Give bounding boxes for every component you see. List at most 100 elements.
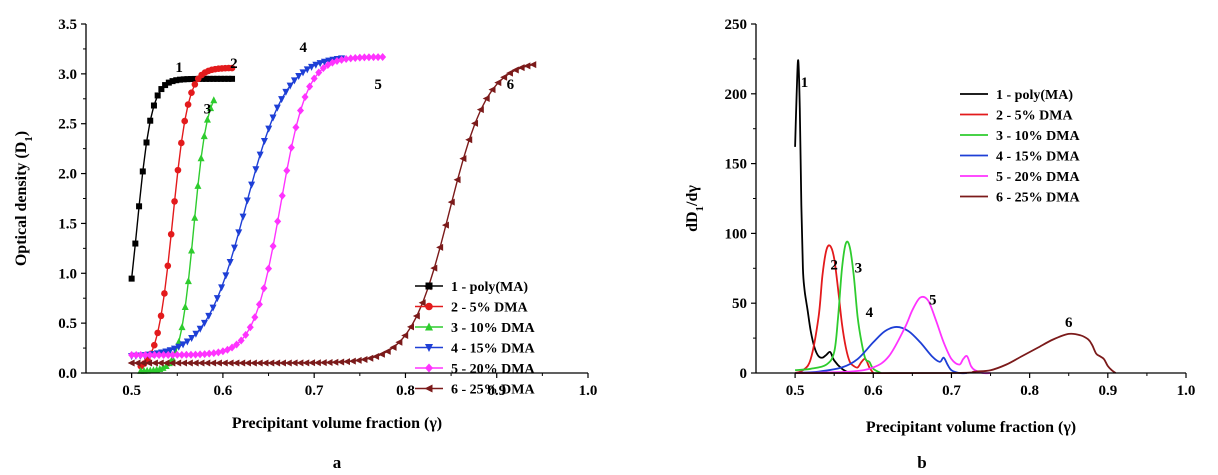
data-point: [273, 359, 281, 367]
y-tick-label: 200: [725, 87, 748, 103]
data-point: [395, 338, 403, 346]
data-point: [226, 259, 234, 267]
data-point: [162, 359, 170, 367]
y-tick-label: 3.5: [58, 17, 77, 33]
data-point: [192, 330, 200, 338]
data-point: [176, 76, 183, 83]
series-line: [131, 56, 383, 356]
x-tick-label: 0.5: [786, 383, 805, 399]
data-point: [407, 323, 415, 331]
data-point: [342, 358, 350, 366]
x-tick-label: 0.9: [1098, 383, 1117, 399]
data-point: [194, 181, 202, 189]
x-tick-label: 0.8: [396, 383, 415, 399]
data-point: [150, 341, 158, 349]
legend-label: 5 - 20% DMA: [996, 170, 1080, 185]
data-point: [133, 359, 141, 367]
panel-a-legend: 1 - poly(MA) 2 - 5% DMA 3 - 10% DMA 4 - 15%…: [415, 280, 535, 398]
data-point: [218, 284, 226, 292]
data-point: [232, 359, 240, 367]
legend-label: 2 - 5% DMA: [996, 109, 1073, 124]
data-point: [360, 355, 368, 363]
series-line: [131, 63, 534, 364]
data-point: [196, 325, 204, 333]
data-point: [159, 363, 167, 371]
data-point: [158, 86, 165, 93]
curve-label: 5: [374, 77, 382, 93]
data-point: [260, 284, 268, 293]
data-point: [235, 229, 243, 237]
series-3-line: [795, 240, 882, 374]
data-point: [178, 139, 185, 147]
data-point: [319, 359, 327, 367]
data-point: [316, 60, 324, 68]
legend-marker: [425, 322, 433, 331]
series-line: [140, 67, 233, 367]
curve-label: 6: [1065, 315, 1073, 331]
data-point: [213, 295, 221, 303]
legend-label: 6 - 25% DMA: [451, 383, 535, 398]
data-point: [206, 75, 213, 82]
data-point: [146, 351, 154, 360]
legend-entry: 4 - 15% DMA: [415, 342, 535, 357]
data-point: [156, 359, 164, 367]
data-point: [273, 104, 281, 112]
data-point: [167, 230, 175, 238]
curve-label: 6: [507, 77, 515, 93]
data-point: [220, 359, 228, 367]
series-5: [128, 53, 387, 360]
data-point: [162, 348, 170, 356]
data-point: [301, 92, 309, 101]
legend-label: 6 - 25% DMA: [996, 191, 1080, 206]
data-point: [290, 77, 298, 85]
data-point: [180, 76, 187, 83]
series-line: [140, 99, 215, 372]
data-point: [453, 176, 461, 184]
data-point: [292, 123, 300, 132]
data-point: [238, 359, 246, 367]
data-point: [308, 359, 316, 367]
data-point: [267, 359, 275, 367]
curve-label: 1: [801, 75, 809, 91]
data-point: [295, 72, 303, 80]
data-point: [165, 79, 172, 86]
data-point: [233, 340, 241, 349]
data-point: [251, 313, 259, 322]
data-point: [183, 338, 191, 346]
data-point: [192, 350, 200, 359]
data-point: [269, 242, 277, 251]
data-point: [169, 350, 177, 359]
data-point: [255, 359, 263, 367]
data-point: [228, 343, 236, 352]
legend-marker: [425, 302, 433, 311]
data-point: [482, 94, 490, 102]
data-point: [310, 74, 318, 83]
data-point: [348, 357, 356, 365]
series-1: [128, 75, 236, 282]
data-point: [372, 353, 380, 361]
panel-a-x-axis-label: Precipitant volume fraction (γ): [232, 415, 442, 432]
data-point: [347, 54, 355, 63]
data-point: [283, 166, 291, 175]
data-point: [248, 181, 256, 189]
x-tick-label: 0.7: [305, 383, 324, 399]
data-point: [290, 359, 298, 367]
data-point: [174, 166, 182, 174]
data-point: [214, 359, 222, 367]
y-tick-label: 1.5: [58, 216, 77, 232]
data-point: [500, 73, 508, 81]
data-point: [302, 359, 310, 367]
data-point: [132, 240, 139, 247]
data-point: [173, 77, 180, 84]
data-point: [471, 119, 479, 127]
legend-entry: 4 - 15% DMA: [960, 150, 1080, 165]
legend-marker: [425, 282, 433, 290]
data-point: [228, 64, 236, 72]
data-point: [523, 62, 531, 70]
data-point: [217, 75, 224, 82]
x-tick-label: 0.5: [122, 383, 141, 399]
panel-b-y-axis-label: dD1/dγ: [684, 185, 706, 232]
data-point: [312, 61, 320, 69]
data-point: [169, 78, 176, 85]
data-point: [214, 348, 222, 357]
